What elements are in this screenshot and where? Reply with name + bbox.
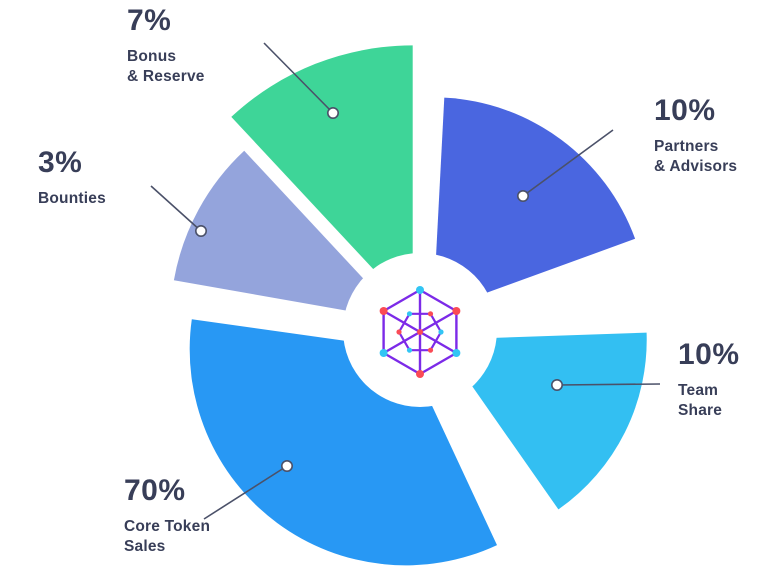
leader-dot-core-token-sales bbox=[280, 459, 293, 472]
leader-line-partners-advisors bbox=[522, 129, 614, 197]
pie-slice-partners-advisors bbox=[433, 97, 636, 313]
pie-slice-team-share bbox=[439, 332, 647, 510]
leader-dot-partners-advisors bbox=[516, 190, 529, 203]
pie-slice-bounties bbox=[173, 150, 403, 321]
leader-dot-team-share bbox=[550, 378, 563, 391]
leader-line-bounties bbox=[150, 185, 202, 232]
leader-dot-bounties bbox=[195, 225, 208, 238]
leader-dot-bonus-reserve bbox=[326, 107, 339, 120]
leader-line-team-share bbox=[556, 383, 661, 386]
pie-slice-bonus-reserve bbox=[231, 45, 413, 312]
leader-line-bonus-reserve bbox=[263, 42, 334, 114]
center-network-logo-icon bbox=[379, 286, 461, 378]
leader-line-core-token-sales bbox=[203, 465, 288, 520]
